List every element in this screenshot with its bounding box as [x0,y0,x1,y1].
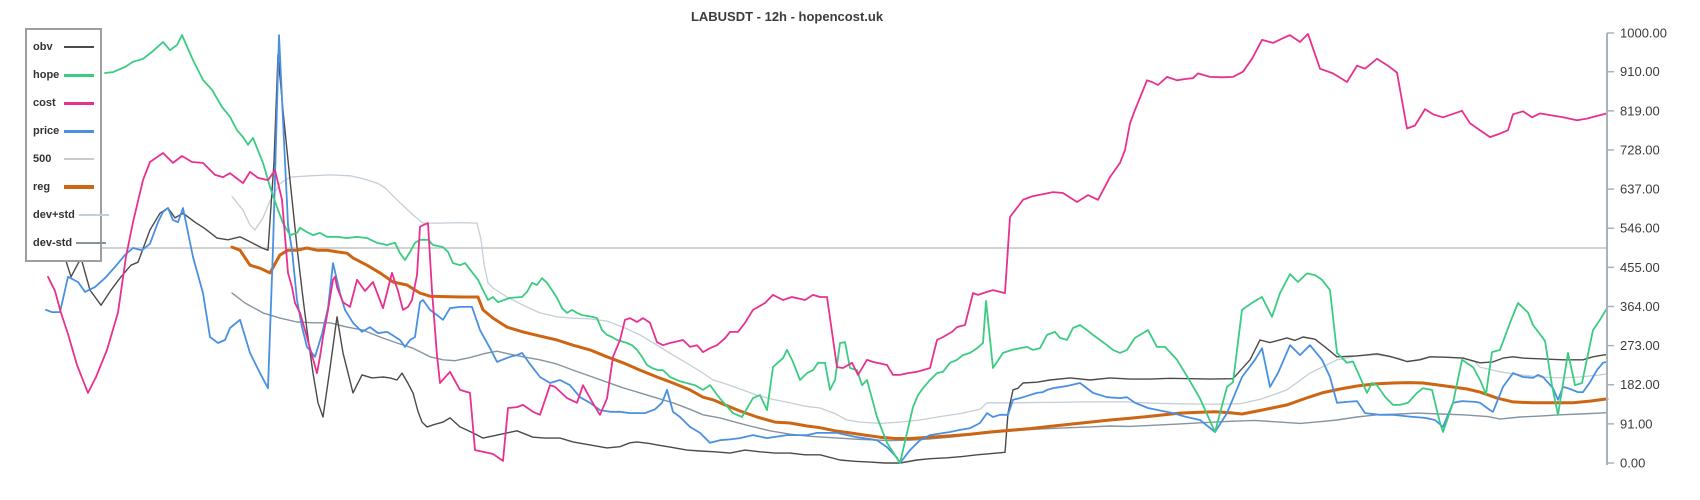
legend-item-swatch [64,185,94,189]
legend-item-swatch [76,242,107,244]
series-line-dev-std [231,292,1608,442]
series-line-dev+std [231,174,1608,425]
series-line-hope [104,34,1608,464]
legend-item-swatch [64,129,94,133]
legend-item-cost: cost [27,89,100,117]
legend-item-label: cost [33,97,56,109]
series-line-price [45,34,1608,464]
y-axis-label: 91.00 [1620,416,1653,431]
series-line-cost [47,33,1608,462]
y-axis-label: 637.00 [1620,182,1660,197]
legend-item-swatch [64,73,94,77]
y-axis-label: 546.00 [1620,221,1660,236]
legend-item-price: price [27,117,100,145]
y-axis-label: 1000.00 [1620,26,1667,41]
y-axis-label: 364.00 [1620,299,1660,314]
legend-item-500: 500 [27,145,100,173]
legend-item-dev+std: dev+std [27,201,109,229]
y-axis-label: 910.00 [1620,64,1660,79]
series-line-obv [65,53,1608,464]
legend-item-label: obv [33,41,53,53]
legend-item-dev-std: dev-std [27,229,107,257]
legend-item-label: dev+std [33,209,75,221]
legend-item-swatch [64,158,94,160]
legend-item-swatch [64,101,94,105]
legend-item-label: dev-std [33,237,73,249]
legend: obv hope cost price 500 reg dev+std dev-… [25,28,109,262]
y-axis-label: 728.00 [1620,142,1660,157]
y-axis-label: 819.00 [1620,103,1660,118]
legend-item-label: 500 [33,153,52,165]
legend-item-label: price [33,125,60,137]
legend-item-label: reg [33,181,51,193]
legend-item-obv: obv [27,33,100,61]
y-axis-label: 0.00 [1620,456,1645,471]
legend-item-swatch [64,46,94,48]
legend-item-swatch [78,214,109,216]
y-axis-label: 455.00 [1620,260,1660,275]
legend-item-hope: hope [27,61,100,89]
series-line-reg [230,245,1609,440]
legend-item-reg: reg [27,173,100,201]
y-axis-label: 273.00 [1620,338,1660,353]
y-axis-label: 182.00 [1620,377,1660,392]
chart-title: LABUSDT - 12h - hopencost.uk [690,9,884,24]
legend-item-label: hope [33,69,60,81]
